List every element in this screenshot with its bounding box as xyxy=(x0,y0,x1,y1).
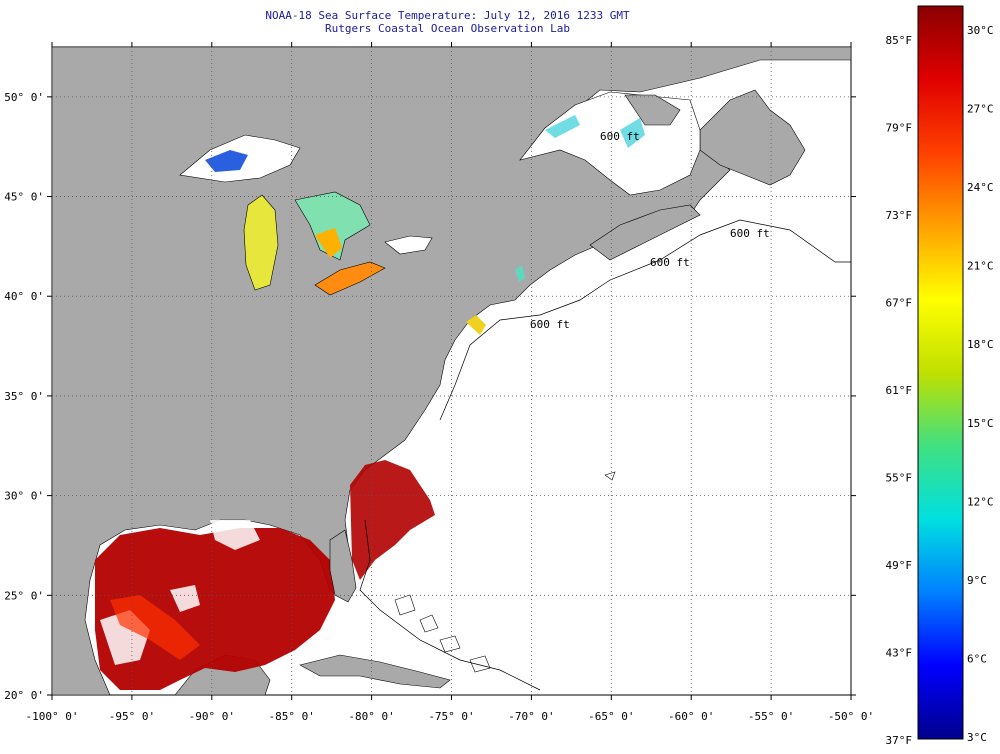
lake-huron-warm xyxy=(315,228,342,258)
depth-label-3: 600 ft xyxy=(650,256,690,269)
fahrenheit-label: 43°F xyxy=(886,647,913,660)
nj-sst-patch xyxy=(466,315,486,335)
lat-tick-label: 45° 0' xyxy=(4,191,44,204)
celsius-label: 12°C xyxy=(967,495,994,508)
depth-label-4: 600 ft xyxy=(530,318,570,331)
graticule xyxy=(52,47,851,695)
fahrenheit-label: 67°F xyxy=(886,297,913,310)
lat-tick-label: 20° 0' xyxy=(4,689,44,702)
lon-tick-label: -85° 0' xyxy=(269,710,315,723)
celsius-label: 21°C xyxy=(967,260,994,273)
lon-tick-label: -70° 0' xyxy=(508,710,554,723)
colorbar-fahrenheit-labels: 85°F 79°F 73°F 67°F 61°F 55°F 49°F 43°F 37°F xyxy=(886,34,913,747)
lon-tick-label: -75° 0' xyxy=(428,710,474,723)
lon-tick-label: -50° 0' xyxy=(828,710,874,723)
fahrenheit-label: 55°F xyxy=(886,472,913,485)
land-cuba xyxy=(299,654,451,689)
fahrenheit-label: 37°F xyxy=(886,734,913,747)
depth-label-2: 600 ft xyxy=(730,227,770,240)
land-newfoundland xyxy=(699,89,806,186)
fahrenheit-label: 79°F xyxy=(886,122,913,135)
lon-tick-label: -95° 0' xyxy=(109,710,155,723)
lon-tick-label: -80° 0' xyxy=(348,710,394,723)
lake-ontario xyxy=(384,235,433,255)
fahrenheit-label: 61°F xyxy=(886,384,913,397)
gaspe-land xyxy=(624,94,681,126)
lat-tick-label: 40° 0' xyxy=(4,290,44,303)
depth-label-1: 600 ft xyxy=(600,130,640,143)
bahamas-islands xyxy=(394,471,616,673)
colorbar xyxy=(917,5,964,740)
celsius-label: 30°C xyxy=(967,24,994,37)
lake-michigan xyxy=(243,194,279,291)
map-content: 600 ft 600 ft 600 ft 600 ft xyxy=(52,47,851,695)
lat-tick-label: 30° 0' xyxy=(4,490,44,503)
latitude-ticks: 20° 0' 25° 0' 30° 0' 35° 0' 40° 0' 45° 0' 50° … xyxy=(4,91,856,702)
gulf-sst-field xyxy=(95,528,335,690)
celsius-label: 27°C xyxy=(967,103,994,116)
celsius-label: 6°C xyxy=(967,652,987,665)
cape-cod-sst xyxy=(515,265,525,282)
longitude-ticks: -100° 0' -95° 0' -90° 0' -85° 0' -80° 0' -75°… xyxy=(26,42,874,723)
fahrenheit-label: 49°F xyxy=(886,559,913,572)
celsius-label: 24°C xyxy=(967,181,994,194)
lat-tick-label: 35° 0' xyxy=(4,390,44,403)
lon-tick-label: -65° 0' xyxy=(588,710,634,723)
lake-superior-sst xyxy=(205,150,248,172)
gulf-warm-streak xyxy=(110,595,200,660)
celsius-label: 18°C xyxy=(967,338,994,351)
lake-erie xyxy=(314,261,386,296)
lat-tick-label: 25° 0' xyxy=(4,589,44,602)
celsius-label: 3°C xyxy=(967,731,987,744)
st-lawrence-sst xyxy=(545,115,645,148)
atlantic-sst-field xyxy=(350,460,435,580)
map-title: NOAA-18 Sea Surface Temperature: July 12… xyxy=(265,9,630,22)
lon-tick-label: -100° 0' xyxy=(26,710,79,723)
fahrenheit-label: 85°F xyxy=(886,34,913,47)
fahrenheit-label: 73°F xyxy=(886,209,913,222)
lon-tick-label: -90° 0' xyxy=(189,710,235,723)
lake-huron xyxy=(294,191,371,261)
depth-contour-south xyxy=(359,519,541,691)
map-subtitle: Rutgers Coastal Ocean Observation Lab xyxy=(324,22,571,35)
colorbar-celsius-labels: 30°C 27°C 24°C 21°C 18°C 15°C 12°C 9°C 6°C 3°C xyxy=(967,24,994,744)
celsius-label: 9°C xyxy=(967,574,987,587)
lat-tick-label: 50° 0' xyxy=(4,91,44,104)
lon-tick-label: -60° 0' xyxy=(668,710,714,723)
depth-contour xyxy=(439,219,851,421)
title-block: NOAA-18 Sea Surface Temperature: July 12… xyxy=(0,9,895,35)
land-nova-scotia xyxy=(589,204,701,261)
lon-tick-label: -55° 0' xyxy=(748,710,794,723)
celsius-label: 15°C xyxy=(967,417,994,430)
